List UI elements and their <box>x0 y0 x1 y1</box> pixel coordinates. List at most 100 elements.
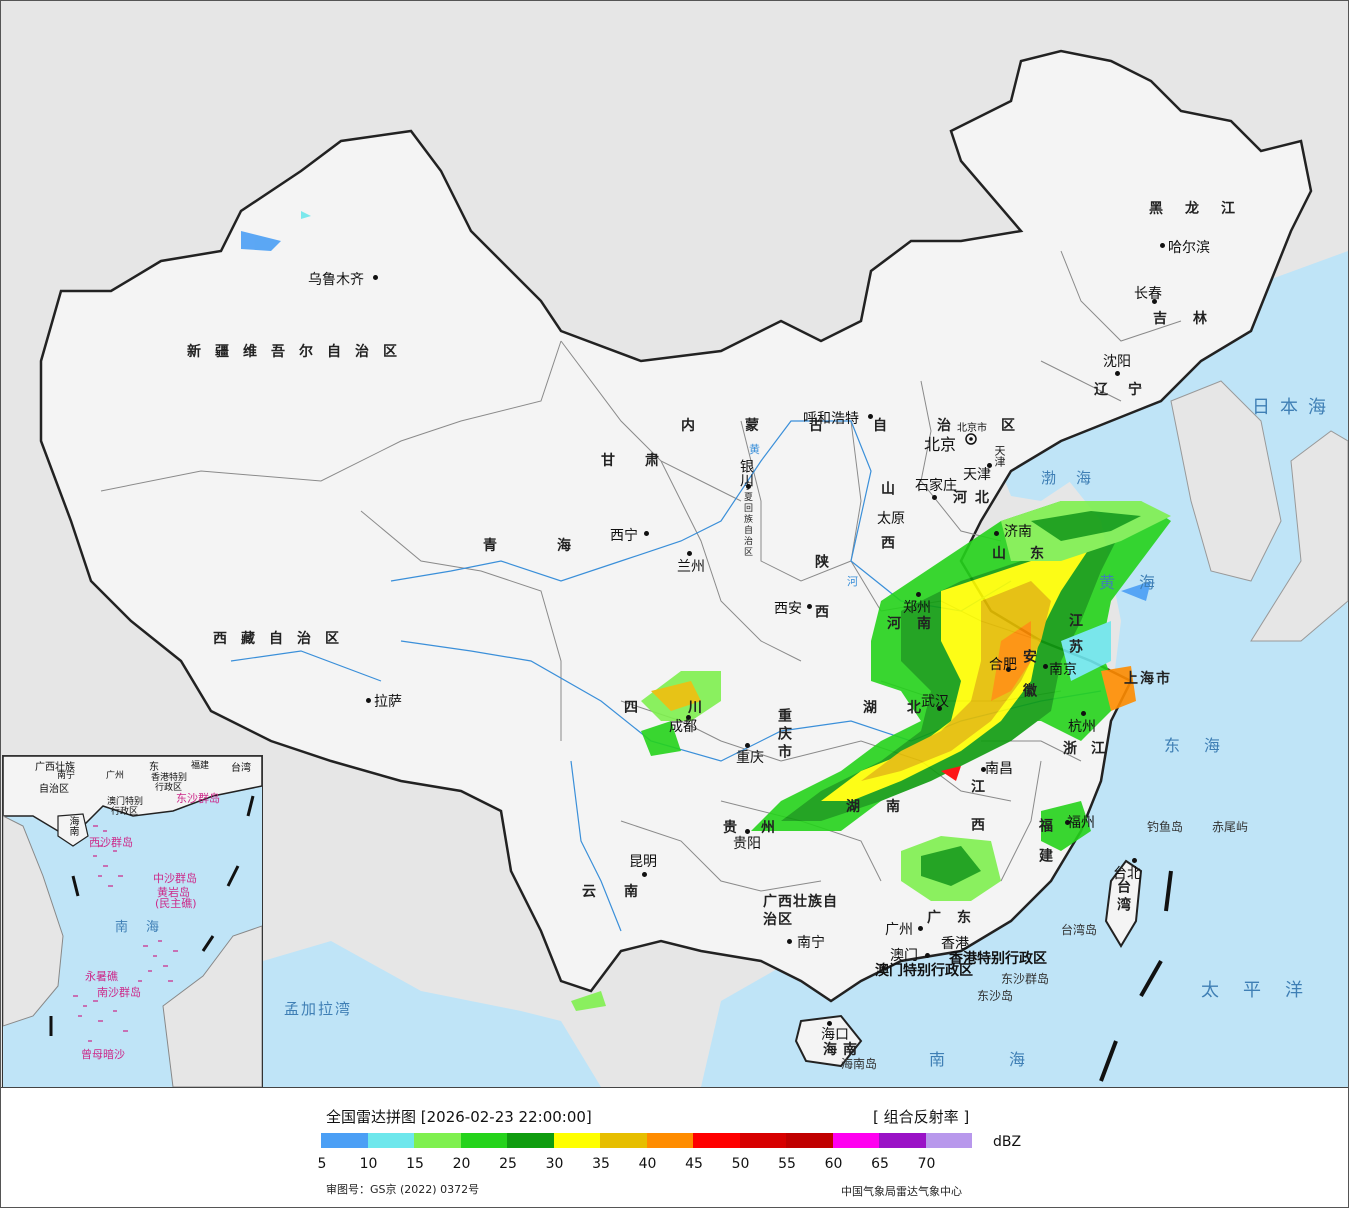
city-dot <box>932 495 937 500</box>
scale-tick-label: 70 <box>917 1156 936 1172</box>
inset-guangzhou: 广州 <box>106 771 125 781</box>
color-swatch <box>414 1133 461 1148</box>
province-guangdong: 广东 <box>927 910 987 926</box>
city-guangzhou: 广州 <box>885 922 913 938</box>
city-haikou: 海口 <box>821 1027 849 1043</box>
inset-zengmu: 曾母暗沙 <box>81 1048 125 1061</box>
city-nanjing: 南京 <box>1049 662 1077 678</box>
inset-taiwan: 台湾 <box>231 763 251 774</box>
inset-nansha: 南沙群岛 <box>97 986 141 999</box>
city-dot <box>987 463 992 468</box>
city-taiyuan: 太原 <box>877 511 905 527</box>
city-beijingshi: 北京市 <box>957 423 987 434</box>
city-haerbin: 哈尔滨 <box>1168 240 1210 256</box>
scale-tick-label: 45 <box>685 1156 703 1172</box>
city-tianjin: 天津 <box>963 467 991 483</box>
scale-tick-label: 25 <box>499 1156 517 1172</box>
province-shandong: 山东 <box>992 546 1068 562</box>
sea-donghai: 东海 <box>1164 736 1245 755</box>
city-taibei: 台北 <box>1113 866 1141 882</box>
city-dot <box>937 706 942 711</box>
province-guangxi: 广西壮族自治区 <box>763 894 838 928</box>
color-swatch <box>321 1133 368 1148</box>
province-tianjin: 天津 <box>993 445 1006 467</box>
province-ningxia: 宁夏回族自治区 <box>742 481 752 558</box>
province-hebei: 河北 <box>953 490 997 506</box>
sea-huanghai: 黄海 <box>1099 573 1180 592</box>
province-fujian: 福建 <box>1037 818 1053 878</box>
inset-aomen-2: 行政区 <box>111 807 139 817</box>
city-dot <box>827 1021 832 1026</box>
province-zhejiang: 浙江 <box>1063 741 1119 757</box>
inset-dongsha: 东沙群岛 <box>176 792 220 805</box>
scale-tick-label: 5 <box>317 1156 327 1172</box>
city-chengdu: 成都 <box>669 719 697 735</box>
city-dot <box>807 604 812 609</box>
city-kunming: 昆明 <box>629 854 657 870</box>
city-beijing: 北京 <box>924 435 957 454</box>
city-dot <box>746 484 751 489</box>
island-taiwan-dao: 台湾岛 <box>1061 923 1098 937</box>
city-dot <box>745 829 750 834</box>
label-hk-sar: 香港特别行政区 <box>949 951 1047 967</box>
inset-xisha: 西沙群岛 <box>89 836 133 849</box>
city-dot <box>745 743 750 748</box>
province-qinghai: 青海 <box>483 538 631 554</box>
color-swatch <box>646 1133 693 1148</box>
island-dongsha-dao: 东沙岛 <box>977 989 1014 1003</box>
legend-unit: dBZ <box>993 1134 1022 1150</box>
color-swatch <box>507 1133 554 1148</box>
city-huhehaote: 呼和浩特 <box>803 411 859 427</box>
sea-ribenhai: 日本海 <box>1252 397 1336 418</box>
inset-guangxi: 广西壮族 <box>35 762 75 773</box>
city-xining: 西宁 <box>610 528 638 544</box>
color-swatch <box>693 1133 740 1148</box>
scale-tick-label: 50 <box>731 1156 750 1172</box>
inset-xianggang: 香港特别 <box>151 773 188 783</box>
province-hunan: 湖南 <box>846 799 926 815</box>
city-dot <box>1043 664 1048 669</box>
sea-taipingyang: 太平洋 <box>1201 980 1327 1001</box>
province-taiwan: 台湾 <box>1115 879 1131 915</box>
province-hainan: 海南 <box>823 1042 863 1058</box>
city-hangzhou: 杭州 <box>1068 719 1096 735</box>
city-dot <box>1081 711 1086 716</box>
city-nanning: 南宁 <box>797 935 825 951</box>
city-shenyang: 沈阳 <box>1103 354 1131 370</box>
map-approval-number: 审图号：GS京 (2022) 0372号 <box>326 1183 480 1196</box>
scale-tick-label: 40 <box>638 1156 657 1172</box>
scale-tick-label: 20 <box>452 1156 471 1172</box>
city-nanchang: 南昌 <box>985 761 1013 777</box>
city-zhengzhou: 郑州 <box>903 600 931 616</box>
city-dot <box>994 531 999 536</box>
inset-xianggang-2: 行政区 <box>155 783 183 793</box>
province-sichuan: 四川 <box>624 700 752 716</box>
city-lasa: 拉萨 <box>374 694 402 710</box>
city-fuzhou: 福州 <box>1067 815 1095 831</box>
sea-mengjialawan: 孟加拉湾 <box>284 1000 353 1018</box>
credit-label: 中国气象局雷达气象中心 <box>841 1185 962 1198</box>
city-dot <box>925 953 930 958</box>
inset-nanning: 南宁 <box>57 771 76 781</box>
color-swatch <box>739 1133 786 1148</box>
inset-fujian: 福建 <box>191 761 210 771</box>
inset-hainan: 海南 <box>67 816 78 836</box>
city-guiyang: 贵阳 <box>733 836 761 852</box>
scale-tick-label: 55 <box>778 1156 796 1172</box>
city-dot <box>366 698 371 703</box>
inset-guangdong: 东 <box>149 762 159 773</box>
legend-title: 全国雷达拼图 [2026-02-23 22:00:00] <box>326 1108 592 1126</box>
city-dot <box>1115 371 1120 376</box>
province-hubei: 湖北 <box>863 700 951 716</box>
color-swatch <box>600 1133 647 1148</box>
province-shanghai: 上海市 <box>1124 671 1172 687</box>
color-swatch <box>879 1133 926 1148</box>
city-jinan: 济南 <box>1004 524 1032 540</box>
city-wulumuqi: 乌鲁木齐 <box>308 272 364 288</box>
province-xizang: 西藏自治区 <box>213 631 353 647</box>
label-he: 河 <box>847 575 858 588</box>
city-dot <box>1006 667 1011 672</box>
island-hainan-dao: 海南岛 <box>841 1057 878 1071</box>
label-macau-sar: 澳门特别行政区 <box>875 963 973 979</box>
city-dot <box>644 531 649 536</box>
